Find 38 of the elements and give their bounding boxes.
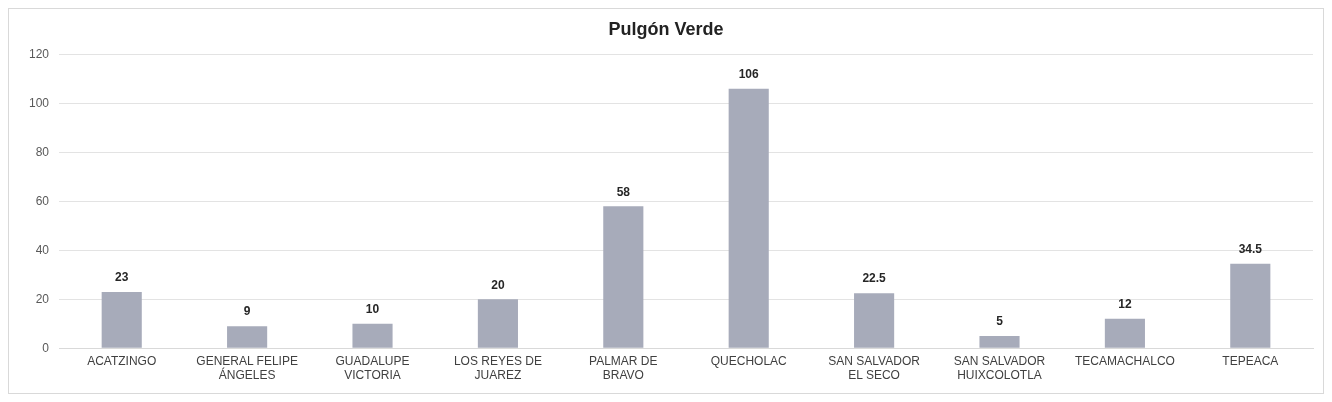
- y-tick-label: 80: [35, 144, 50, 159]
- y-tick-label: 0: [42, 340, 50, 355]
- x-tick-label: ACATZINGO: [87, 353, 157, 368]
- y-tick-label: 40: [35, 242, 50, 257]
- y-tick-label: 20: [35, 291, 50, 306]
- x-tick-label: TEPEACA: [1222, 353, 1279, 368]
- data-label: 20: [491, 277, 505, 292]
- y-tick-label: 120: [28, 46, 50, 61]
- x-tick-label: LOS REYES DE JUAREZ: [453, 353, 542, 383]
- bar: [854, 293, 895, 348]
- y-tick-label: 100: [28, 95, 50, 110]
- data-label: 10: [365, 302, 380, 317]
- bar: [1230, 263, 1271, 348]
- data-label: 23: [115, 270, 129, 285]
- bar: [979, 335, 1020, 348]
- x-tick-label: SAN SALVADOR EL SECO: [828, 353, 921, 383]
- data-label: 58: [616, 184, 631, 199]
- x-tick-label: SAN SALVADOR HUIXCOLOTLA: [953, 353, 1046, 383]
- data-label: 106: [738, 67, 760, 82]
- y-tick-label: 60: [35, 193, 50, 208]
- data-label: 34.5: [1238, 242, 1263, 257]
- data-label: 5: [996, 314, 1004, 329]
- bar: [352, 323, 393, 348]
- x-tick-label: GUADALUPE VICTORIA: [335, 353, 410, 383]
- data-label: 22.5: [862, 271, 887, 286]
- bar: [477, 299, 518, 348]
- x-tick-label: PALMAR DE BRAVO: [589, 353, 658, 383]
- bar: [101, 291, 142, 348]
- chart-title: Pulgón Verde: [608, 18, 724, 39]
- bar: [728, 88, 769, 348]
- x-tick-label: TECAMACHALCO: [1074, 353, 1175, 368]
- x-tick-label: QUECHOLAC: [710, 353, 788, 368]
- data-label: 12: [1118, 297, 1132, 312]
- bar: [603, 206, 644, 348]
- bar: [1104, 318, 1145, 348]
- bar: [227, 326, 268, 348]
- data-label: 9: [243, 304, 251, 319]
- x-tick-label: GENERAL FELIPE ÁNGELES: [196, 353, 298, 383]
